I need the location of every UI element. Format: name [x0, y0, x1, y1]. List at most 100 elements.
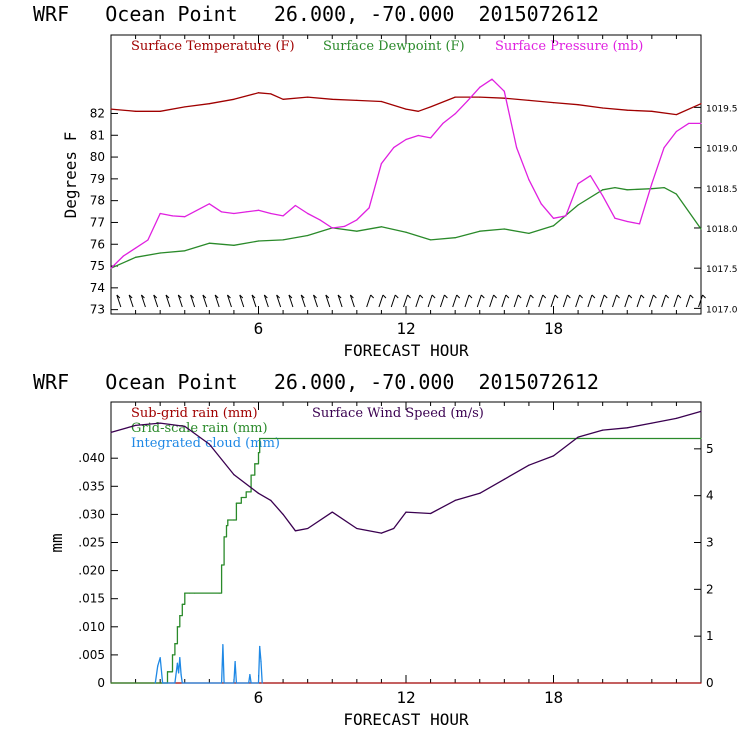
- data-point: [429, 106, 432, 108]
- data-point: [257, 92, 260, 94]
- wind-barb-flag: [165, 294, 170, 299]
- wind-barb: [288, 294, 294, 308]
- x-tick-label: 6: [254, 319, 264, 338]
- data-point: [260, 661, 262, 663]
- data-point: [356, 219, 358, 221]
- data-point: [602, 429, 604, 431]
- data-point: [700, 103, 702, 105]
- data-point: [307, 212, 309, 215]
- data-point: [638, 223, 641, 225]
- data-point: [491, 78, 493, 80]
- wind-barb: [513, 294, 519, 308]
- wind-barb: [501, 294, 507, 308]
- data-point: [602, 107, 604, 109]
- wind-barb: [337, 294, 343, 308]
- data-point: [675, 113, 678, 116]
- data-point: [700, 228, 702, 230]
- data-point: [577, 436, 579, 438]
- data-point: [249, 673, 251, 676]
- y2-tick-label: 3: [706, 536, 714, 550]
- data-point: [602, 189, 604, 191]
- data-point: [405, 511, 407, 513]
- data-point: [259, 645, 261, 648]
- wind-barb: [624, 294, 630, 308]
- legend-integrated-cloud: Integrated cloud (mm): [131, 436, 280, 451]
- data-point: [223, 536, 225, 538]
- data-point: [503, 90, 505, 92]
- legend-surface-pressure: Surface Pressure (mb): [495, 39, 643, 54]
- data-point: [700, 122, 702, 125]
- wind-barb-flag: [227, 294, 231, 299]
- data-point: [181, 603, 183, 605]
- data-point: [294, 530, 296, 532]
- wind-barb-flag: [251, 294, 256, 299]
- data-point: [294, 204, 296, 207]
- wind-barb: [476, 294, 482, 308]
- y2-tick-label: 1: [706, 629, 714, 643]
- wind-barb: [116, 294, 122, 308]
- wind-barb-flag: [300, 294, 305, 299]
- wind-barb-flag: [444, 294, 448, 299]
- data-point: [479, 492, 481, 494]
- data-point: [319, 219, 321, 221]
- data-point: [417, 110, 419, 112]
- data-point: [626, 427, 628, 429]
- y-tick-label: 76: [90, 237, 105, 251]
- data-point: [700, 410, 702, 412]
- legend-gridscale-rain: Grid-scale rain (mm): [131, 421, 268, 436]
- y-tick-label: 79: [90, 172, 105, 186]
- data-point: [405, 108, 407, 110]
- data-point: [552, 455, 555, 457]
- wind-barb: [599, 294, 605, 308]
- wind-barb: [239, 294, 245, 308]
- data-point: [343, 225, 346, 227]
- wind-barb-flag: [239, 294, 244, 299]
- wind-barb: [403, 294, 409, 308]
- y-tick-label: 80: [90, 150, 105, 164]
- wind-barb: [378, 294, 384, 308]
- y2-tick-label: 1019.5: [706, 104, 738, 114]
- y-tick-label: 77: [90, 215, 105, 229]
- series-line-surface-temperature-f: [110, 92, 702, 116]
- data-point: [479, 230, 481, 232]
- data-point: [261, 682, 263, 684]
- y2-tick-label: 1019.0: [706, 145, 738, 155]
- chart-top-title: WRF Ocean Point 26.000, -70.000 20150726…: [33, 2, 599, 26]
- y-tick-label: 78: [90, 194, 105, 208]
- data-point: [233, 98, 235, 100]
- data-point: [429, 137, 432, 139]
- data-point: [134, 424, 137, 427]
- wind-barb: [251, 294, 257, 308]
- data-point: [282, 215, 284, 217]
- data-point: [110, 108, 112, 110]
- wind-barb-flag: [394, 294, 399, 299]
- wind-barb: [153, 294, 159, 308]
- data-point: [651, 188, 653, 190]
- data-point: [663, 186, 665, 189]
- chart-bottom-xlabel: FORECAST HOUR: [343, 710, 469, 729]
- wind-barb-flag: [407, 294, 411, 299]
- y2-tick-label: 5: [706, 442, 714, 456]
- wind-barb-flag: [517, 294, 522, 299]
- data-point: [178, 672, 180, 674]
- wind-barb: [415, 294, 421, 308]
- data-point: [159, 212, 161, 215]
- wind-barb: [263, 294, 269, 308]
- data-point: [429, 512, 432, 515]
- data-point: [159, 682, 161, 684]
- data-point: [110, 682, 112, 684]
- wind-barb: [190, 294, 196, 308]
- data-point: [651, 422, 653, 424]
- data-point: [675, 193, 678, 195]
- series-line-surface-dewpoint-f: [110, 186, 702, 269]
- legend-surface-dewpoint: Surface Dewpoint (F): [323, 39, 465, 54]
- wind-barb: [587, 294, 593, 308]
- wind-barb: [202, 294, 208, 308]
- legend-surface-wind-speed: Surface Wind Speed (m/s): [312, 406, 484, 421]
- wind-barb-flag: [677, 294, 682, 299]
- data-point: [176, 626, 178, 628]
- data-point: [454, 237, 456, 239]
- data-point: [675, 417, 678, 419]
- data-point: [250, 474, 252, 476]
- wind-barb-flag: [640, 294, 645, 299]
